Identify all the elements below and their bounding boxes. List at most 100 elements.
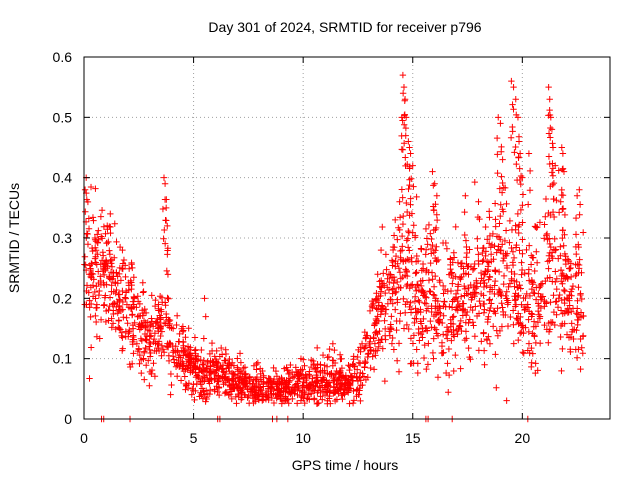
data-point bbox=[512, 303, 519, 310]
data-point bbox=[528, 285, 536, 293]
data-point bbox=[102, 266, 109, 274]
data-point bbox=[480, 283, 488, 291]
y-tick-label: 0.3 bbox=[53, 230, 73, 246]
data-point bbox=[146, 339, 153, 346]
data-point bbox=[221, 390, 229, 397]
data-point bbox=[457, 260, 465, 267]
data-point bbox=[555, 209, 563, 216]
data-point bbox=[367, 364, 374, 372]
data-point bbox=[160, 349, 168, 356]
data-point bbox=[380, 270, 387, 277]
data-point bbox=[371, 340, 379, 347]
data-point bbox=[580, 312, 587, 320]
data-point bbox=[167, 340, 174, 347]
data-point bbox=[560, 168, 568, 175]
data-point bbox=[192, 352, 199, 359]
data-point bbox=[142, 323, 150, 330]
data-point bbox=[340, 389, 347, 397]
data-point bbox=[496, 185, 504, 192]
data-point bbox=[400, 121, 408, 128]
data-point bbox=[542, 299, 550, 306]
data-point bbox=[129, 332, 137, 339]
data-point bbox=[238, 368, 246, 376]
data-point bbox=[400, 258, 407, 265]
data-point bbox=[107, 257, 114, 265]
data-point bbox=[430, 283, 438, 290]
data-point bbox=[423, 365, 430, 373]
data-point bbox=[468, 294, 476, 301]
data-point bbox=[242, 379, 250, 386]
data-point bbox=[309, 357, 317, 365]
data-point bbox=[164, 271, 172, 278]
data-point bbox=[525, 340, 533, 347]
data-point bbox=[406, 303, 413, 311]
data-point bbox=[200, 387, 208, 394]
data-point bbox=[184, 365, 191, 372]
data-point bbox=[511, 270, 518, 278]
data-point bbox=[462, 192, 469, 199]
data-point bbox=[521, 269, 528, 277]
data-point bbox=[212, 355, 220, 363]
data-point bbox=[307, 382, 315, 390]
data-point bbox=[486, 307, 493, 314]
data-point bbox=[400, 140, 408, 147]
data-point bbox=[163, 314, 170, 321]
data-point bbox=[510, 254, 518, 262]
data-point bbox=[395, 340, 403, 347]
data-point bbox=[500, 272, 508, 280]
data-point bbox=[334, 384, 341, 392]
data-point bbox=[515, 138, 523, 145]
data-point bbox=[293, 400, 301, 407]
data-point bbox=[523, 246, 530, 254]
data-point bbox=[413, 281, 421, 288]
data-point bbox=[213, 347, 220, 355]
data-point bbox=[466, 353, 473, 361]
data-point bbox=[515, 221, 523, 228]
data-point bbox=[113, 303, 120, 311]
data-point bbox=[388, 313, 395, 320]
data-point bbox=[579, 350, 586, 357]
data-point bbox=[155, 301, 162, 308]
data-point bbox=[497, 212, 504, 220]
data-point bbox=[504, 322, 512, 330]
data-point bbox=[358, 340, 366, 348]
data-point bbox=[299, 366, 306, 373]
data-point bbox=[332, 371, 339, 378]
data-point bbox=[326, 395, 333, 402]
data-point bbox=[536, 315, 544, 322]
data-point bbox=[399, 90, 407, 97]
data-point bbox=[289, 374, 297, 381]
data-point bbox=[514, 114, 522, 121]
data-point bbox=[512, 244, 520, 251]
data-point bbox=[545, 153, 553, 160]
data-point bbox=[508, 77, 515, 85]
data-point bbox=[260, 383, 267, 390]
data-point bbox=[202, 367, 209, 374]
data-point bbox=[165, 357, 173, 365]
data-point bbox=[361, 363, 368, 371]
data-point bbox=[128, 259, 135, 267]
data-point bbox=[431, 292, 438, 299]
data-point bbox=[210, 359, 217, 366]
data-point bbox=[473, 277, 480, 284]
data-point bbox=[542, 213, 549, 220]
x-tick-label: 15 bbox=[405, 430, 421, 446]
data-point bbox=[568, 308, 575, 315]
data-point bbox=[169, 325, 177, 332]
data-point bbox=[545, 83, 552, 91]
data-point bbox=[336, 368, 343, 376]
data-point bbox=[397, 275, 405, 282]
data-point bbox=[561, 211, 569, 219]
data-point bbox=[93, 283, 100, 290]
data-point bbox=[106, 251, 114, 258]
data-point bbox=[290, 384, 298, 391]
data-point bbox=[331, 389, 339, 396]
data-point bbox=[505, 283, 512, 291]
data-point bbox=[371, 322, 378, 329]
data-point bbox=[531, 223, 539, 230]
data-point bbox=[376, 278, 383, 285]
data-point bbox=[356, 360, 364, 367]
data-point bbox=[474, 235, 481, 242]
data-point bbox=[491, 277, 499, 285]
data-point bbox=[373, 305, 380, 312]
